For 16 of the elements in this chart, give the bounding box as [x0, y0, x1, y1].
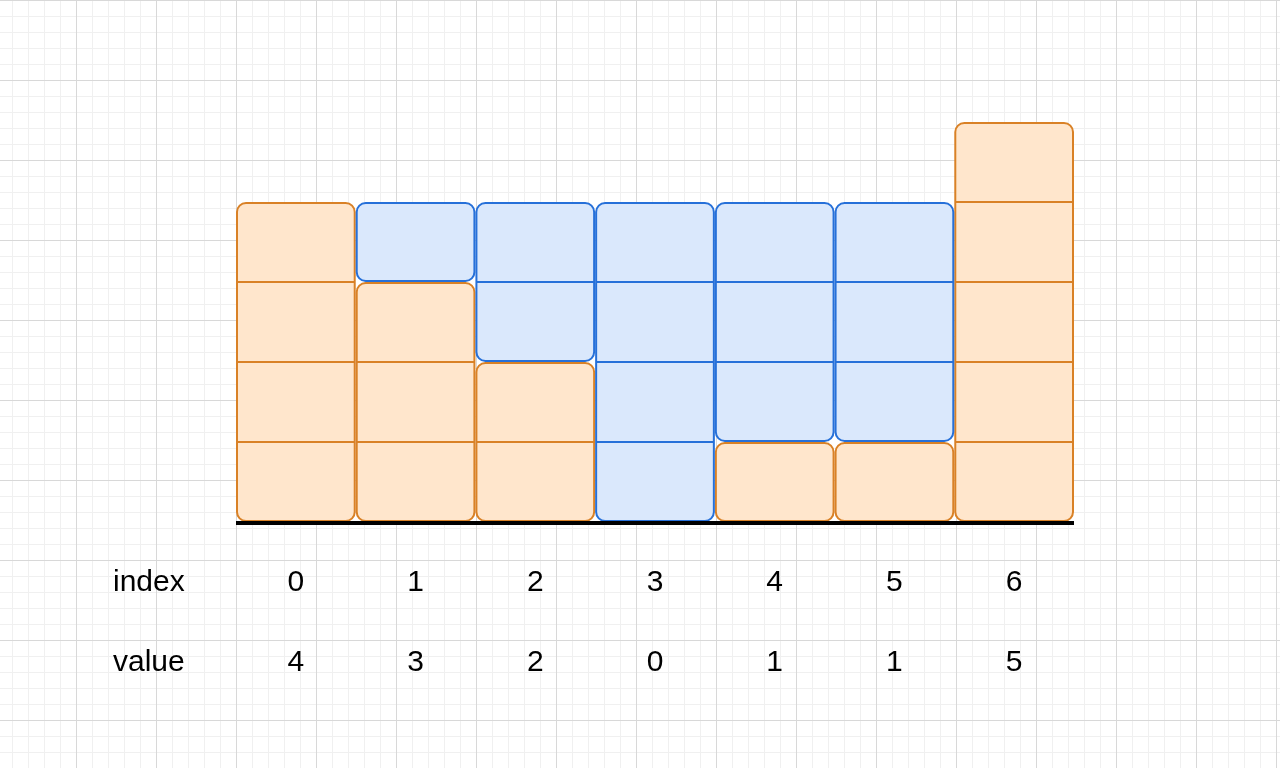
- data-label: 3: [407, 643, 424, 677]
- x-tick-label: 1: [407, 563, 424, 597]
- data-label: 1: [766, 643, 784, 677]
- data-label: 4: [287, 643, 305, 677]
- x-axis-title: index: [113, 563, 185, 597]
- data-label: 1: [886, 643, 903, 677]
- data-label: 2: [526, 643, 544, 677]
- data-label: 5: [1005, 643, 1023, 677]
- x-tick-label: 3: [646, 563, 664, 597]
- x-tick-label: 6: [1005, 563, 1023, 597]
- x-tick-label: 0: [287, 563, 305, 597]
- x-tick-label: 2: [526, 563, 544, 597]
- x-tick-label: 5: [886, 563, 903, 597]
- text: value: [113, 643, 185, 677]
- x-tick-label: 4: [766, 563, 784, 597]
- data-label: 0: [646, 643, 664, 677]
